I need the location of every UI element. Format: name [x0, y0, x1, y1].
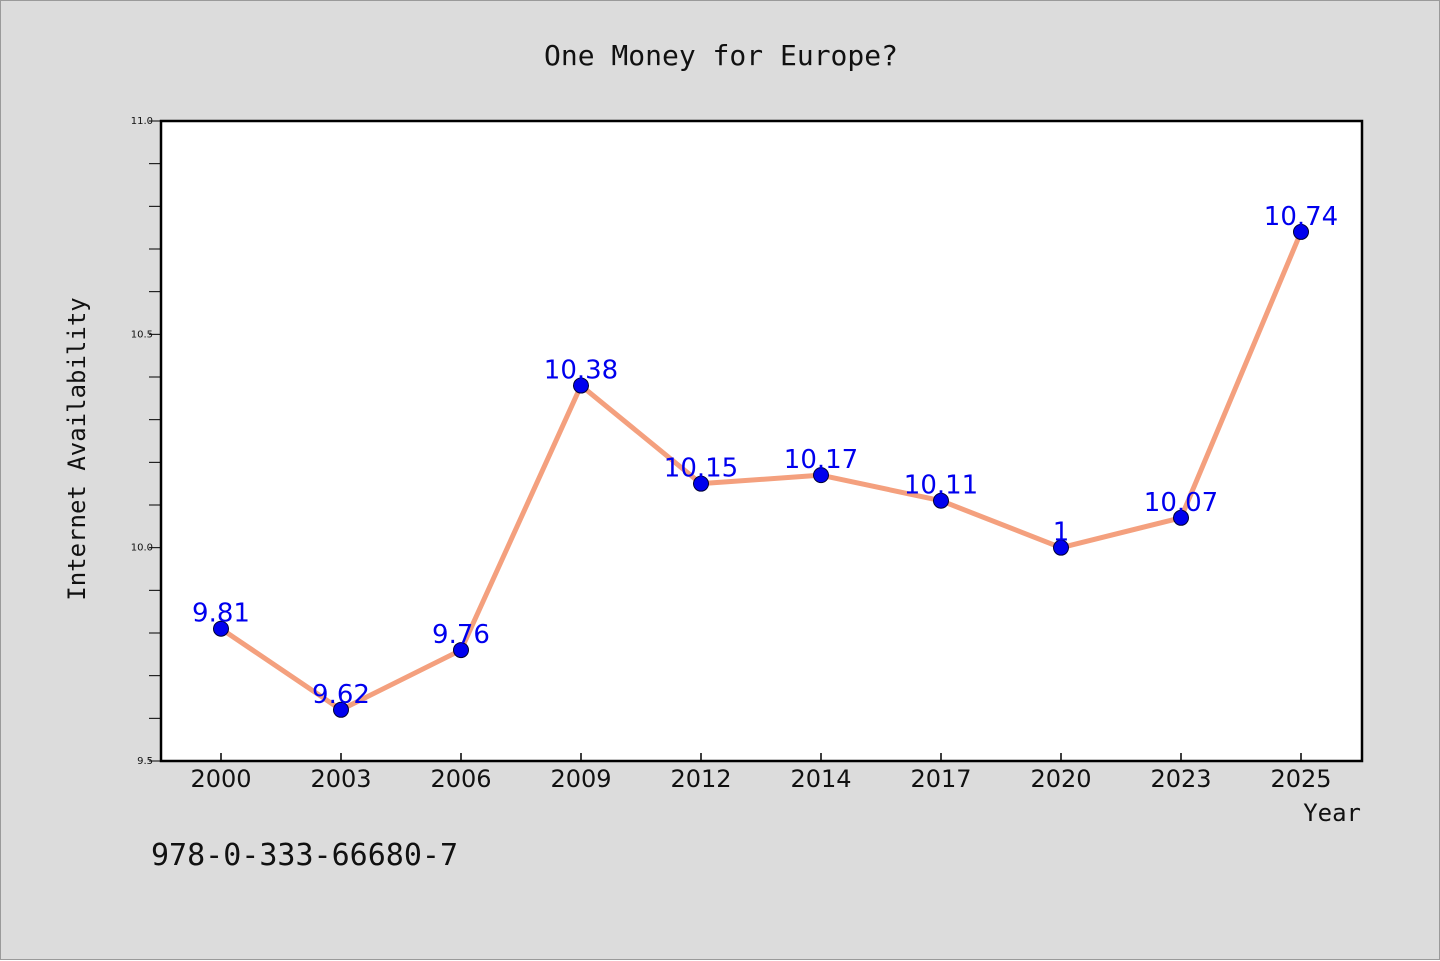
- data-label: 10.15: [664, 454, 738, 484]
- data-label: 10.38: [544, 356, 618, 386]
- x-axis: 2000 2003 2006 2009 2012 2014 2017 2020 2023 2025: [190, 753, 1332, 793]
- data-label: 9.76: [432, 620, 490, 650]
- x-tick-label: 2000: [190, 765, 251, 793]
- data-point: [333, 701, 349, 718]
- y-tick-label: 11.0: [131, 116, 153, 127]
- x-tick-label: 2014: [790, 765, 851, 793]
- markers-group: [213, 223, 1309, 718]
- y-tick-label: 10.0: [131, 543, 153, 554]
- data-point: [1293, 223, 1309, 240]
- data-label: 9.62: [312, 680, 370, 710]
- x-tick-label: 2017: [910, 765, 971, 793]
- data-label: 10.17: [784, 445, 858, 475]
- plot-area: [161, 121, 1362, 761]
- data-label: 9.81: [192, 599, 250, 629]
- plot-frame: [159, 119, 1364, 763]
- data-point: [1173, 509, 1189, 526]
- x-axis-label: Year: [1303, 799, 1361, 827]
- data-point: [933, 492, 949, 509]
- data-label: 10.07: [1144, 488, 1218, 518]
- data-label: 10.74: [1264, 202, 1338, 232]
- data-point: [573, 377, 589, 394]
- y-tick-label: 9.5: [137, 756, 153, 767]
- data-label: 1: [1053, 518, 1070, 548]
- isbn-footer: 978-0-333-66680-7: [151, 838, 458, 873]
- data-point: [213, 620, 229, 637]
- x-tick-label: 2023: [1150, 765, 1211, 793]
- data-labels-group: 9.81 9.62 9.76 10.38 10.15 10.17 10.11 1 10.07 10…: [192, 202, 1338, 710]
- data-point: [1053, 539, 1069, 556]
- y-axis-label: Internet Availability: [63, 297, 91, 600]
- series-line: [218, 229, 1304, 713]
- x-tick-label: 2009: [550, 765, 611, 793]
- series-line-group: [218, 229, 1304, 713]
- chart-title: One Money for Europe?: [544, 39, 898, 72]
- y-axis: 9.5 10.0 10.5 11.0: [131, 116, 161, 767]
- data-label: 10.11: [904, 471, 978, 501]
- y-tick-label: 10.5: [131, 329, 153, 340]
- data-point: [813, 467, 829, 484]
- data-point: [453, 642, 469, 659]
- x-tick-label: 2012: [670, 765, 731, 793]
- x-tick-label: 2025: [1270, 765, 1331, 793]
- x-tick-label: 2003: [310, 765, 371, 793]
- x-tick-label: 2006: [430, 765, 491, 793]
- x-tick-label: 2020: [1030, 765, 1091, 793]
- data-point: [693, 475, 709, 492]
